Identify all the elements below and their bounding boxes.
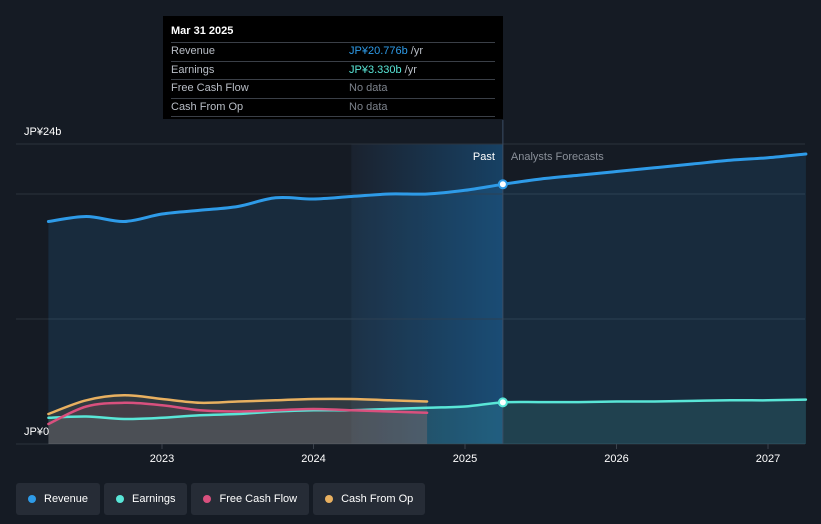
tooltip-label: Cash From Op [171,100,244,113]
x-tick-label: 2023 [150,453,174,465]
revenue-line [46,152,808,224]
earnings-marker [497,397,508,408]
x-tick-label: 2025 [453,453,477,465]
tooltip-label: Revenue [171,45,216,57]
legend-label: Cash From Op [341,493,414,505]
cash-from-op-dot-icon [325,495,334,503]
cash-from-op-area [48,395,428,444]
tooltip-label: Earnings [171,63,215,76]
legend-item-revenue[interactable]: Revenue [16,483,101,515]
cash-from-op-line [47,394,429,416]
legend-item-cash-from-op[interactable]: Cash From Op [313,483,426,515]
tooltip-value: No data [349,82,388,94]
earnings-area [48,399,806,444]
past-label: Past [473,151,495,163]
tooltip-value: No data [349,100,388,113]
tooltip: Mar 31 2025 Revenue JP¥20.776b /yr Earni… [163,16,503,119]
tooltip-value: JP¥20.776b [349,45,408,57]
tooltip-label: Free Cash Flow [171,82,249,94]
legend-label: Free Cash Flow [219,493,298,505]
series-areas [48,154,806,444]
free-cash-flow-line [47,401,429,426]
free-cash-flow-dot-icon [203,495,212,503]
earnings-line [47,398,808,421]
legend-item-free-cash-flow[interactable]: Free Cash Flow [191,483,310,515]
tooltip-date: Mar 31 2025 [171,25,234,37]
tooltip-unit: /yr [404,63,417,76]
x-tick-label: 2027 [756,453,780,465]
y-axis-label: JP¥24b [24,126,61,138]
revenue-marker [497,179,508,190]
legend-item-earnings[interactable]: Earnings [104,483,188,515]
earnings-dot-icon [116,495,125,503]
forecast-label: Analysts Forecasts [511,151,604,163]
tooltip-value: JP¥3.330b [349,63,402,76]
x-tick-label: 2026 [604,453,628,465]
free-cash-flow-area [48,402,428,444]
series-markers [497,179,508,408]
tooltip-row-earnings: Earnings JP¥3.330b /yr [171,60,495,80]
x-axis: 2023 2024 2025 2026 2027 [150,444,780,465]
tooltip-row-cash-from-op: Cash From Op No data [171,97,495,117]
y-axis: JP¥24b JP¥0 [24,126,61,438]
tooltip-unit: /yr [410,45,424,57]
y-axis-label: JP¥0 [24,426,49,438]
tooltip-row-revenue: Revenue JP¥20.776b /yr [171,42,495,61]
series-lines [46,152,808,426]
revenue-area [48,154,806,444]
legend-label: Revenue [44,493,89,505]
legend: Revenue Earnings Free Cash Flow Cash Fro… [16,483,426,515]
revenue-dot-icon [28,495,36,503]
past-forecast-divider: Past Analysts Forecasts [473,120,604,444]
legend-label: Earnings [132,493,176,505]
x-tick-label: 2024 [301,453,325,465]
tooltip-row-free-cash-flow: Free Cash Flow No data [171,79,495,98]
